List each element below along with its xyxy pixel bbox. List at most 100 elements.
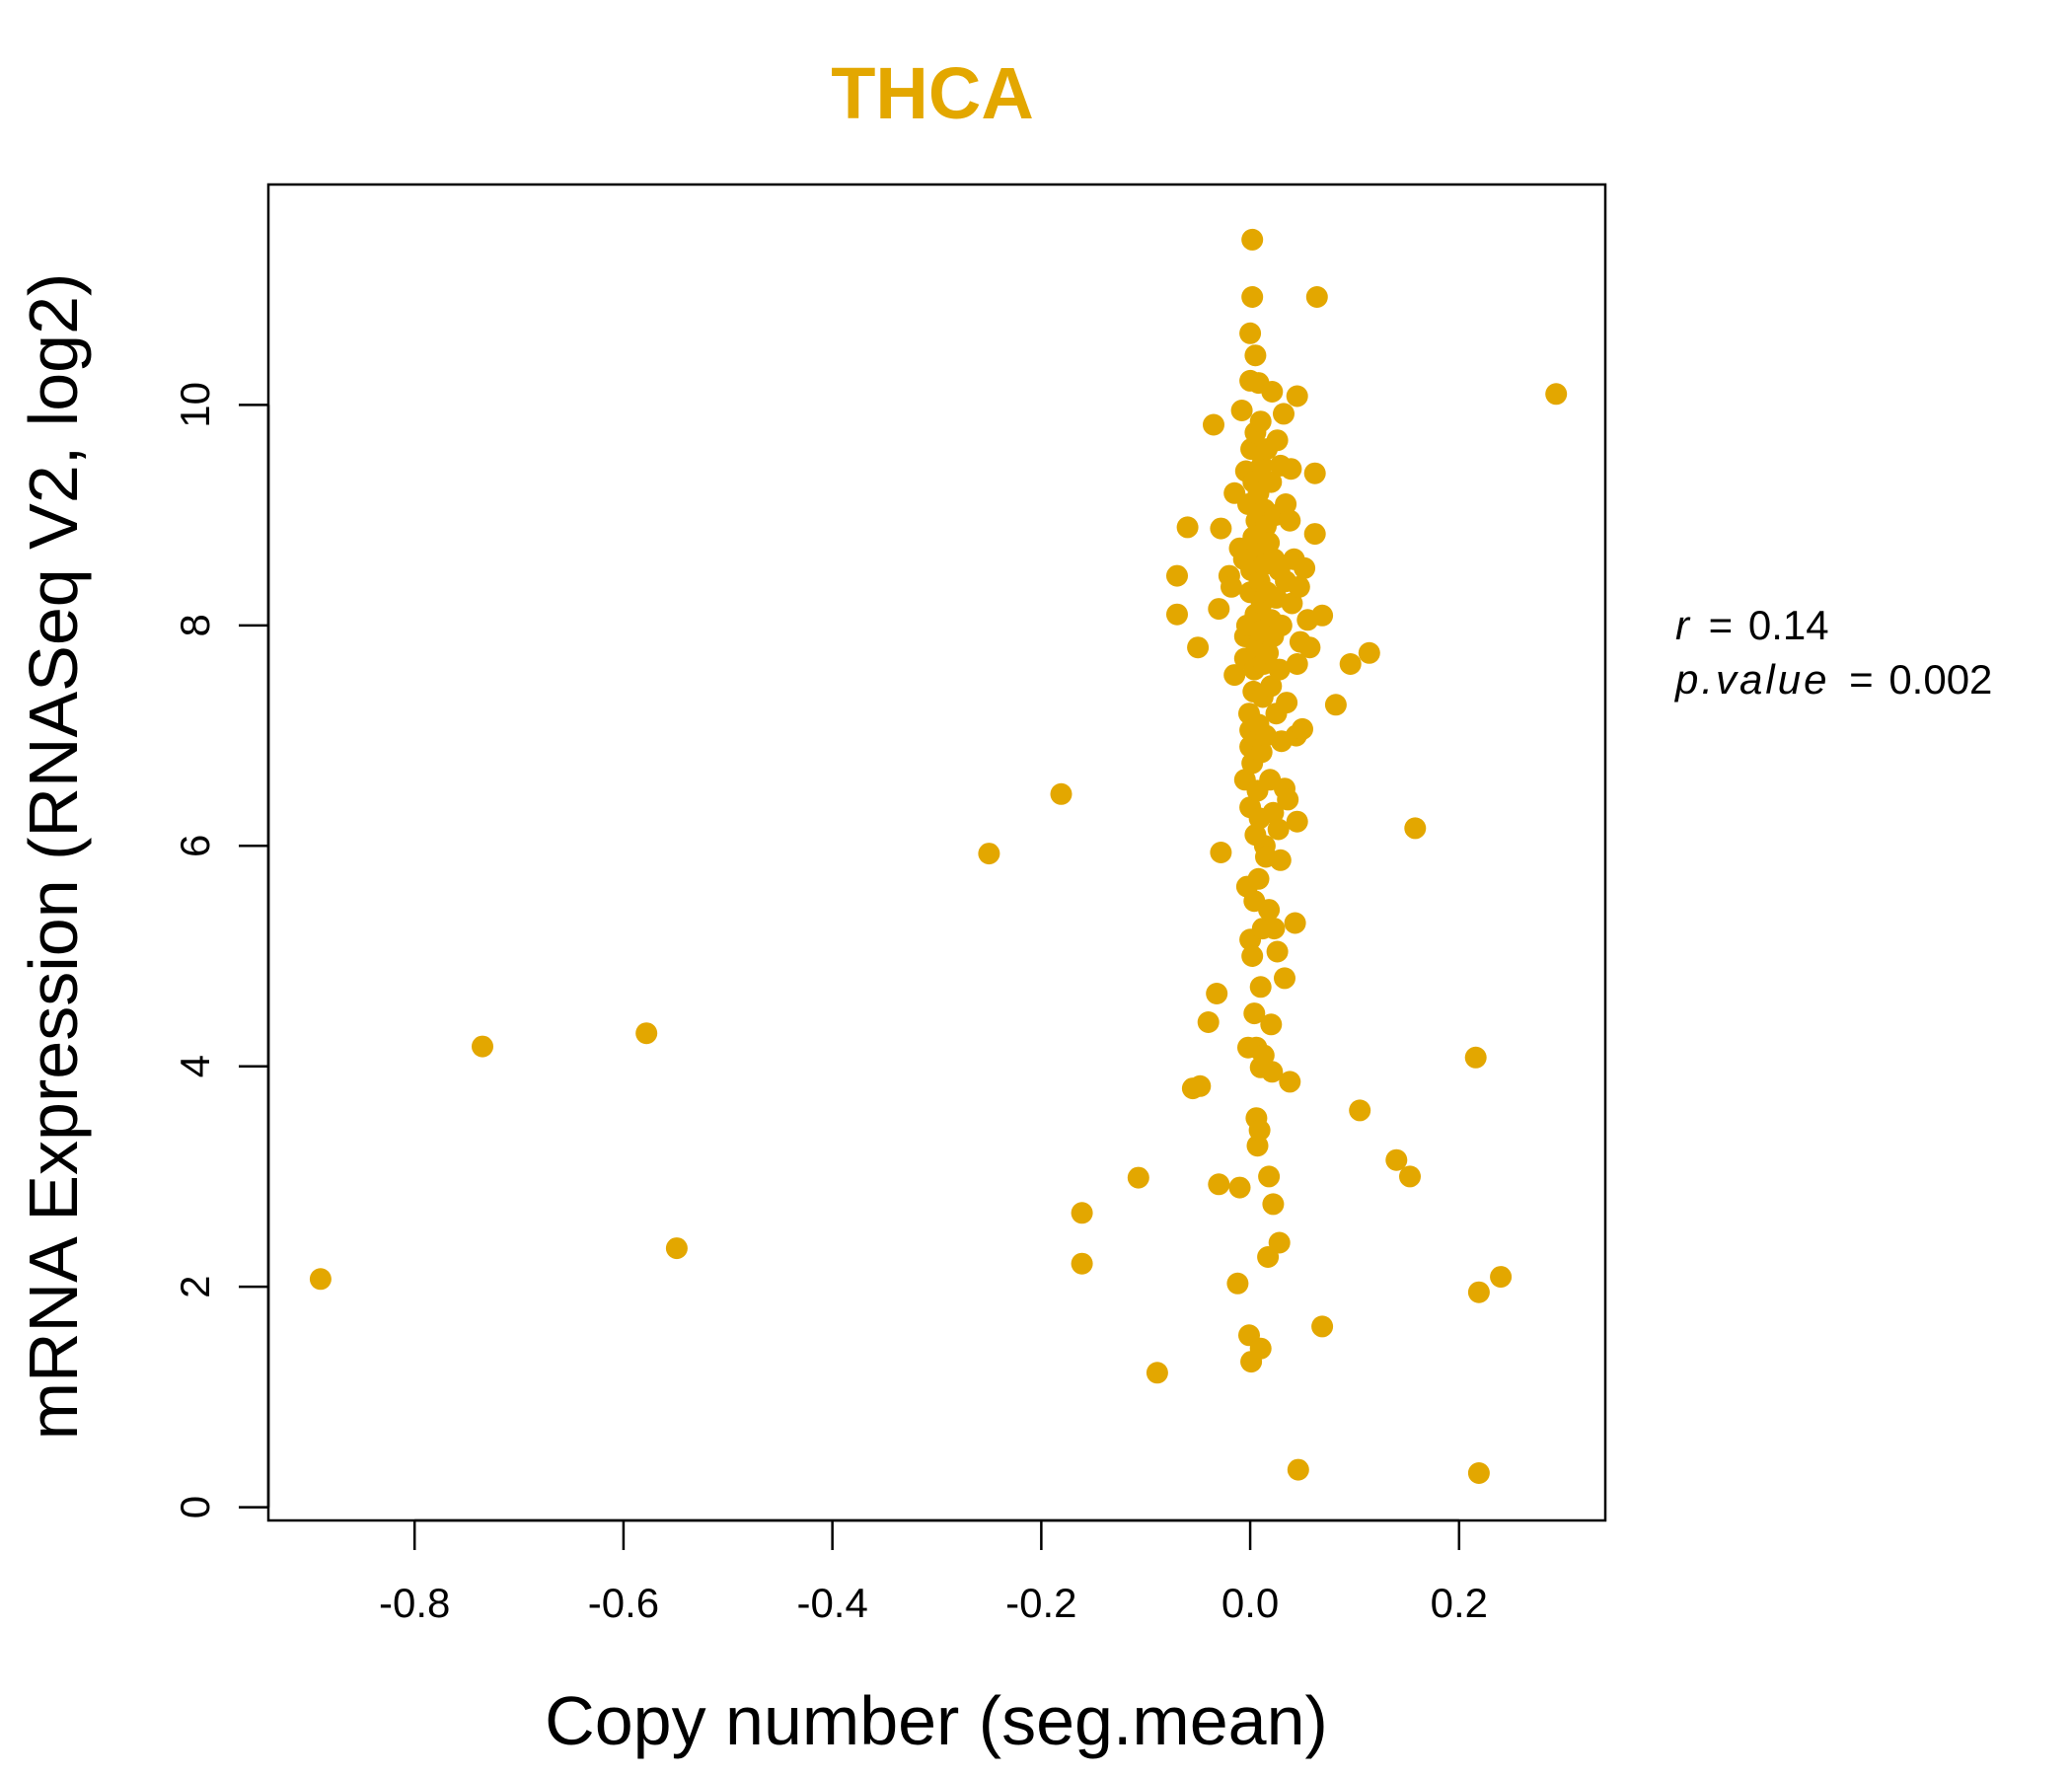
x-tick-label-0: -0.8 — [379, 1580, 450, 1626]
data-point-22 — [1210, 517, 1232, 540]
data-point-106 — [1260, 1013, 1283, 1036]
y-axis: 0 2 4 6 8 10 — [172, 382, 270, 1518]
data-point-116 — [1263, 918, 1286, 940]
svg-text:r = 0.14: r = 0.14 — [1675, 602, 1829, 648]
data-point-18 — [1206, 983, 1228, 1004]
data-point-159 — [1324, 694, 1347, 716]
data-point-150 — [1292, 717, 1313, 740]
data-point-104 — [1258, 532, 1281, 555]
data-point-131 — [1274, 967, 1295, 990]
data-point-161 — [1349, 1099, 1371, 1122]
data-point-101 — [1257, 641, 1280, 664]
r-value: 0.14 — [1748, 602, 1829, 648]
data-point-102 — [1258, 899, 1281, 922]
data-point-103 — [1258, 1165, 1281, 1188]
data-point-136 — [1277, 788, 1299, 811]
data-point-157 — [1311, 1315, 1334, 1338]
data-point-156 — [1305, 286, 1328, 308]
data-point-10 — [1166, 603, 1188, 626]
data-point-27 — [1226, 1272, 1249, 1295]
data-point-55 — [1241, 945, 1264, 967]
data-point-160 — [1339, 653, 1362, 675]
data-point-63 — [1244, 344, 1267, 367]
data-point-77 — [1248, 1119, 1271, 1142]
y-axis-label: mRNA Expression (RNASeq V2, log2) — [15, 273, 92, 1441]
data-point-14 — [1189, 1074, 1212, 1097]
data-point-80 — [1249, 976, 1272, 999]
data-point-166 — [1464, 1046, 1487, 1069]
data-point-83 — [1249, 1337, 1272, 1360]
data-point-2 — [635, 1022, 658, 1045]
x-tick-label-1: -0.6 — [588, 1580, 659, 1626]
data-point-138 — [1279, 509, 1301, 532]
data-point-91 — [1252, 1044, 1275, 1067]
x-tick-label-3: -0.2 — [1005, 1580, 1076, 1626]
data-point-107 — [1260, 675, 1283, 698]
y-tick-label-1: 2 — [172, 1275, 218, 1297]
data-point-114 — [1262, 1193, 1285, 1216]
p-label: p.value — [1673, 656, 1829, 703]
svg-text:p.value = 0.002: p.value = 0.002 — [1673, 656, 1992, 703]
data-point-8 — [1127, 1166, 1149, 1189]
points-layer — [309, 228, 1568, 1484]
data-point-50 — [1240, 438, 1263, 461]
data-point-9 — [1146, 1362, 1168, 1384]
x-tick-label-4: 0.0 — [1221, 1580, 1279, 1626]
y-tick-label-2: 4 — [172, 1055, 218, 1077]
y-tick-label-5: 10 — [172, 382, 218, 428]
data-point-86 — [1250, 741, 1273, 764]
r-equals: = — [1709, 602, 1734, 648]
data-point-30 — [1230, 400, 1253, 421]
data-point-82 — [1249, 410, 1272, 433]
data-point-15 — [1187, 636, 1210, 659]
data-point-124 — [1268, 1231, 1291, 1254]
data-point-111 — [1261, 1061, 1284, 1083]
data-point-140 — [1281, 592, 1303, 615]
x-tick-label-5: 0.2 — [1431, 1580, 1488, 1626]
data-point-142 — [1284, 912, 1306, 934]
data-point-145 — [1286, 810, 1308, 833]
data-point-16 — [1197, 1011, 1220, 1033]
x-axis: -0.8 -0.6 -0.4 -0.2 0.0 0.2 — [379, 1518, 1488, 1626]
x-tick-label-2: -0.4 — [796, 1580, 867, 1626]
data-point-130 — [1273, 403, 1295, 425]
data-point-153 — [1298, 636, 1321, 659]
p-equals: = — [1849, 656, 1874, 703]
data-point-125 — [1268, 658, 1291, 681]
data-point-1 — [472, 1035, 493, 1058]
data-point-47 — [1239, 322, 1262, 344]
data-point-25 — [1223, 664, 1246, 687]
data-point-128 — [1270, 614, 1293, 636]
data-point-137 — [1279, 1071, 1301, 1093]
data-point-170 — [1545, 383, 1568, 406]
data-point-113 — [1262, 801, 1285, 824]
data-point-5 — [1050, 782, 1073, 805]
data-point-12 — [1176, 516, 1199, 539]
data-point-155 — [1303, 462, 1326, 484]
r-label: r — [1675, 602, 1691, 648]
data-point-108 — [1260, 471, 1283, 493]
data-point-122 — [1267, 818, 1290, 841]
data-point-21 — [1210, 842, 1232, 863]
data-point-164 — [1399, 1165, 1421, 1188]
data-point-3 — [665, 1237, 688, 1260]
data-point-168 — [1467, 1281, 1490, 1303]
data-point-59 — [1243, 1002, 1266, 1025]
data-point-53 — [1241, 286, 1264, 308]
data-point-165 — [1404, 817, 1427, 840]
y-tick-label-0: 0 — [172, 1496, 218, 1518]
data-point-28 — [1228, 1176, 1251, 1199]
data-point-17 — [1203, 413, 1224, 436]
data-point-154 — [1303, 523, 1326, 546]
data-point-148 — [1288, 575, 1310, 598]
data-point-127 — [1269, 849, 1292, 871]
data-point-19 — [1208, 598, 1230, 621]
data-point-162 — [1358, 641, 1380, 664]
correlation-stats: r = 0.14 p.value = 0.002 — [1673, 602, 1992, 703]
p-value: 0.002 — [1888, 656, 1992, 703]
data-point-139 — [1280, 458, 1302, 481]
data-point-52 — [1241, 228, 1264, 251]
data-point-163 — [1385, 1148, 1408, 1171]
data-point-147 — [1287, 1458, 1309, 1481]
